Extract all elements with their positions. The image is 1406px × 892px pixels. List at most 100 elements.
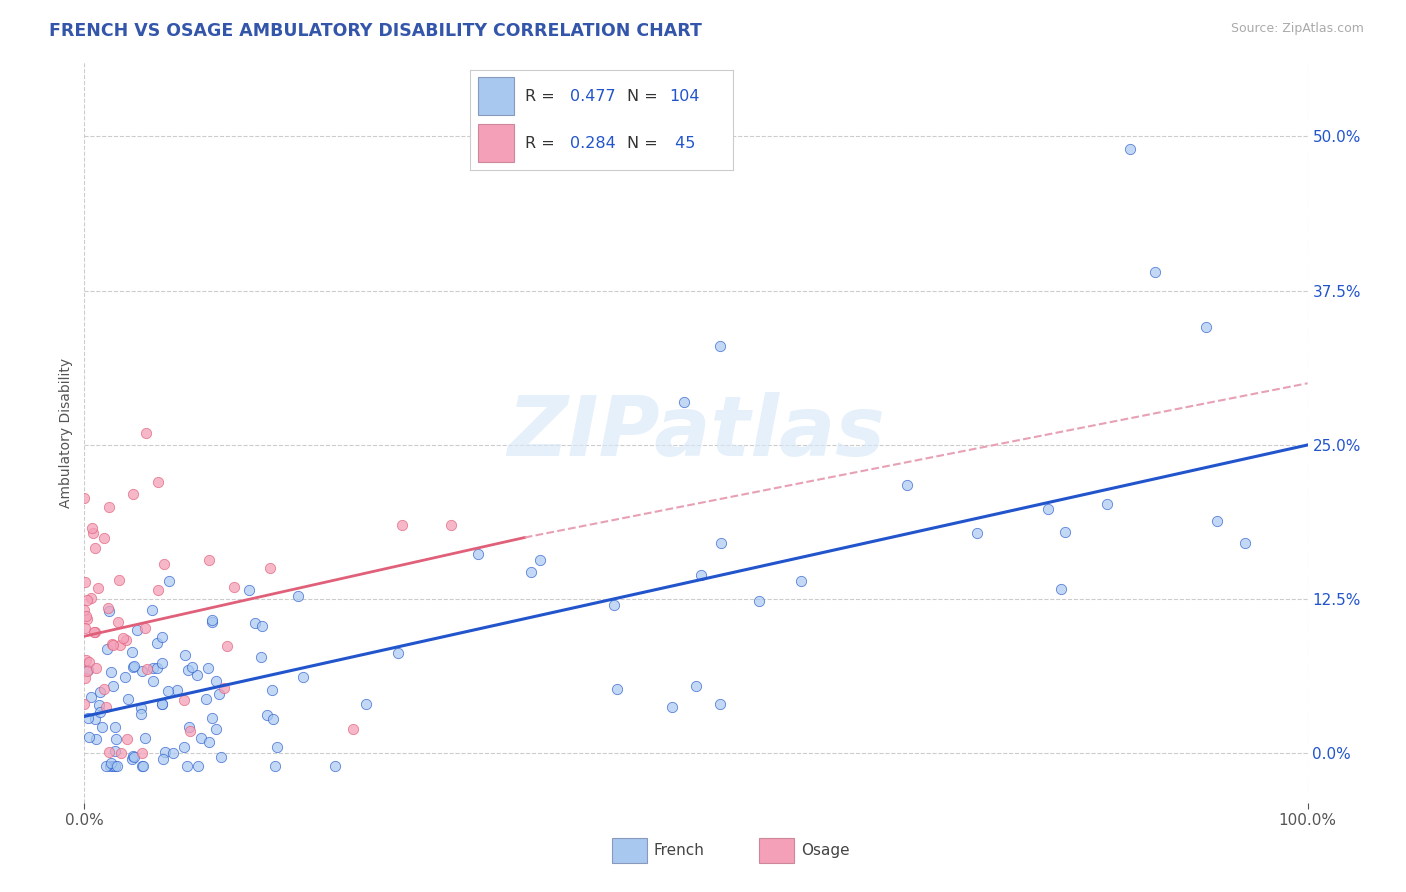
Point — [238, 583, 260, 598]
Point — [173, 692, 195, 706]
Point — [96, 642, 118, 657]
Point — [709, 697, 731, 711]
Point — [685, 679, 707, 693]
Point — [122, 487, 145, 501]
Point — [73, 603, 96, 617]
Point — [73, 491, 96, 506]
Point — [689, 568, 711, 582]
Point — [89, 684, 111, 698]
Text: Source: ZipAtlas.com: Source: ZipAtlas.com — [1230, 22, 1364, 36]
Point — [709, 339, 731, 353]
Point — [194, 691, 217, 706]
Point — [111, 632, 134, 646]
Point — [83, 624, 105, 639]
Point — [132, 758, 155, 772]
Point — [896, 477, 918, 491]
Point — [134, 621, 156, 635]
Point — [100, 637, 122, 651]
Point — [606, 682, 628, 697]
Point — [179, 724, 201, 739]
Point — [121, 752, 143, 766]
Point — [217, 639, 239, 653]
Point — [198, 735, 221, 749]
Point — [108, 573, 131, 587]
Point — [97, 500, 120, 514]
Point — [76, 612, 98, 626]
Point — [93, 531, 115, 545]
Point — [82, 521, 104, 535]
Point — [201, 615, 224, 629]
Point — [100, 756, 122, 771]
Point — [150, 630, 173, 644]
Point — [201, 614, 224, 628]
Point — [266, 740, 288, 755]
Point — [179, 720, 201, 734]
Point — [121, 660, 143, 674]
Point — [89, 698, 111, 712]
Point — [98, 758, 121, 772]
Point — [186, 668, 208, 682]
Point — [89, 706, 111, 720]
Text: FRENCH VS OSAGE AMBULATORY DISABILITY CORRELATION CHART: FRENCH VS OSAGE AMBULATORY DISABILITY CO… — [49, 22, 702, 40]
Point — [100, 665, 122, 680]
Point — [122, 658, 145, 673]
Point — [157, 683, 180, 698]
Point — [387, 646, 409, 660]
Point — [117, 732, 139, 747]
Point — [76, 663, 98, 677]
Point — [176, 758, 198, 772]
Point — [1049, 582, 1071, 596]
Point — [94, 700, 117, 714]
Point — [107, 615, 129, 629]
Point — [529, 553, 551, 567]
Point — [131, 664, 153, 678]
Point — [103, 638, 125, 652]
Point — [73, 671, 96, 685]
Point — [262, 712, 284, 726]
Point — [77, 730, 100, 744]
Point — [114, 670, 136, 684]
Text: Osage: Osage — [801, 843, 851, 857]
Point — [209, 750, 232, 764]
Point — [603, 598, 626, 612]
Point — [75, 653, 97, 667]
Point — [76, 664, 98, 678]
Point — [84, 731, 107, 746]
Point — [108, 639, 131, 653]
Point — [136, 662, 159, 676]
Point — [77, 655, 100, 669]
Point — [117, 692, 139, 706]
Point — [1036, 502, 1059, 516]
Point — [187, 758, 209, 772]
Point — [97, 600, 120, 615]
Point — [91, 720, 114, 734]
Point — [287, 589, 309, 603]
Point — [201, 711, 224, 725]
Text: ZIPatlas: ZIPatlas — [508, 392, 884, 473]
Point — [354, 697, 377, 711]
Point — [104, 758, 127, 772]
Point — [966, 525, 988, 540]
Point — [249, 649, 271, 664]
Point — [145, 661, 167, 675]
Point — [177, 663, 200, 677]
Point — [110, 747, 132, 761]
Text: French: French — [654, 843, 704, 857]
Point — [122, 748, 145, 763]
Point — [157, 574, 180, 589]
Point — [93, 681, 115, 696]
Point — [710, 536, 733, 550]
Point — [152, 752, 174, 766]
Point — [292, 670, 315, 684]
Point — [141, 603, 163, 617]
Point — [166, 683, 188, 698]
Point — [181, 660, 204, 674]
Point — [84, 661, 107, 675]
Point — [142, 661, 165, 675]
Point — [1206, 514, 1229, 528]
Point — [114, 633, 136, 648]
Point — [1119, 142, 1142, 156]
Point — [84, 625, 107, 640]
Point — [146, 582, 169, 597]
Point — [104, 744, 127, 758]
